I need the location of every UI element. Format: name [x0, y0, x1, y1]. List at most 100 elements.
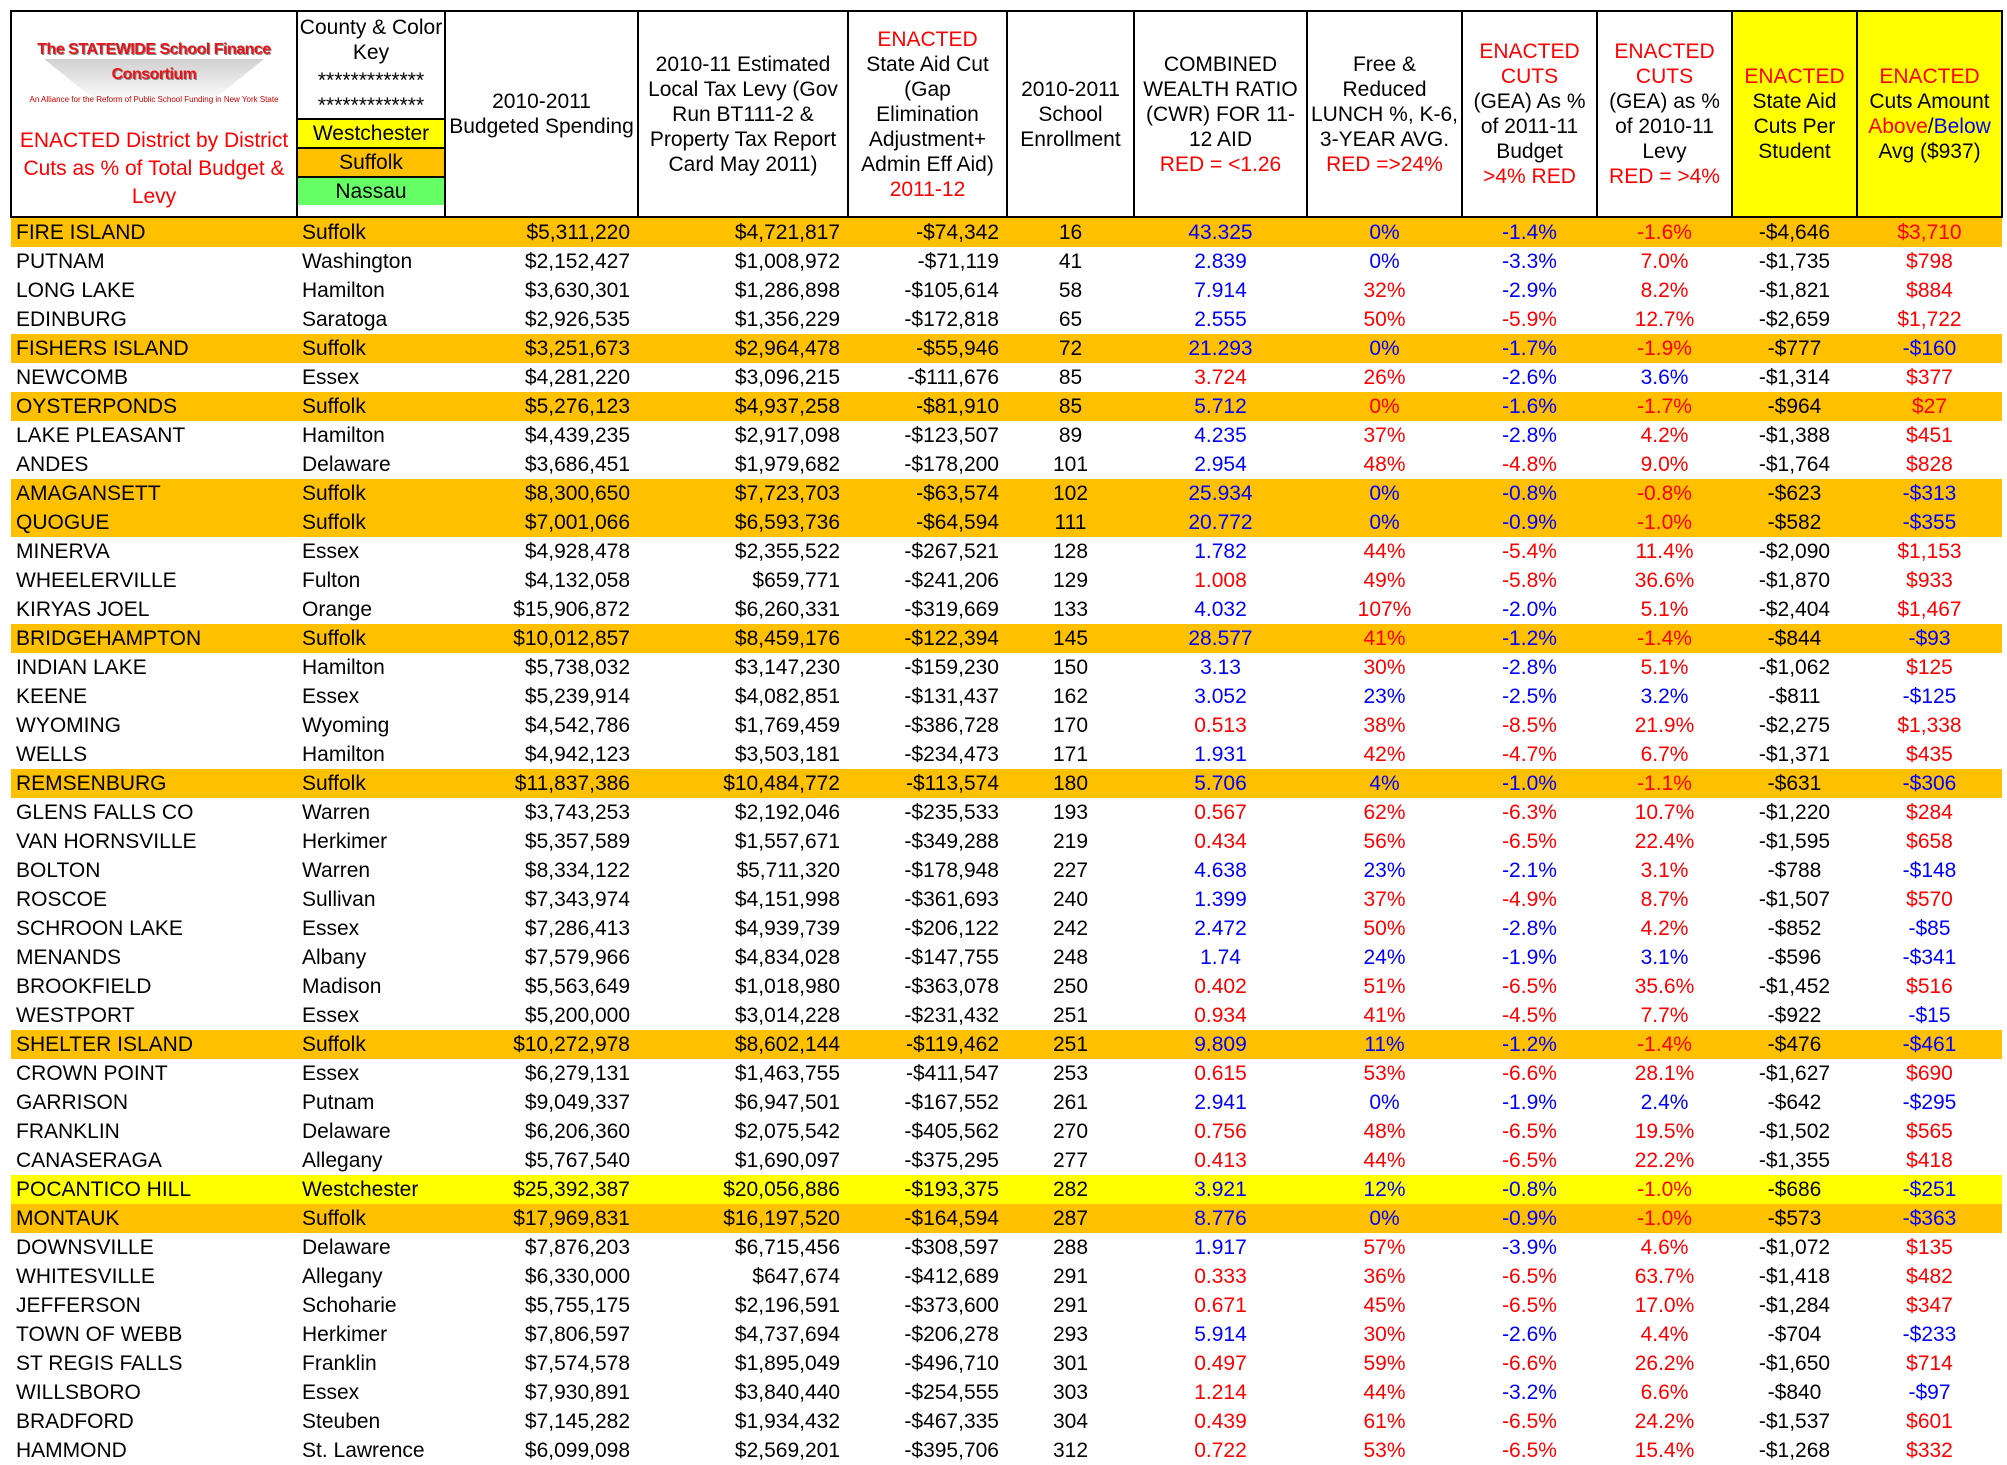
table-row: BROOKFIELD Madison $5,563,649 $1,018,980 -$3… [11, 972, 2002, 1001]
table-cell: -$15 [1908, 1004, 1951, 1027]
column-header: ENACTED CUTS (GEA) As % of 2011-11 Budget… [1461, 10, 1598, 218]
table-cell: 171 [1052, 743, 1089, 766]
table-row: ROSCOE Sullivan $7,343,974 $4,151,998 -$361,… [11, 885, 2002, 914]
table-cell: 56% [1363, 830, 1406, 853]
header-text: Below [1933, 115, 1991, 138]
table-row: SHELTER ISLAND Suffolk $10,272,978 $8,602,1… [11, 1030, 2002, 1059]
table-cell: 41% [1363, 1004, 1406, 1027]
header-text: ENACTED [877, 27, 978, 51]
table-cell: 4.2% [1640, 917, 1689, 940]
table-cell: Suffolk [302, 511, 366, 534]
table-cell: -2.8% [1502, 917, 1557, 940]
table-cell: -1.4% [1637, 627, 1692, 650]
finance-table: The STATEWIDE School Finance Consortium … [10, 10, 2003, 1465]
table-cell: 288 [1052, 1236, 1089, 1259]
table-cell: 85 [1058, 395, 1083, 418]
header-text: / [1927, 115, 1934, 138]
table-cell: -$1,507 [1758, 888, 1831, 911]
table-cell: -6.5% [1502, 830, 1557, 853]
table-cell: MONTAUK [16, 1207, 120, 1230]
table-row: PUTNAM Washington $2,152,427 $1,008,972 -$71… [11, 247, 2002, 276]
table-cell: 250 [1052, 975, 1089, 998]
table-cell: -$308,597 [904, 1236, 999, 1259]
table-cell: -$355 [1902, 511, 1957, 534]
table-cell: Allegany [302, 1265, 383, 1288]
table-cell: 0.615 [1194, 1062, 1247, 1085]
table-cell: -1.9% [1637, 337, 1692, 360]
table-row: WESTPORT Essex $5,200,000 $3,014,228 -$231,4… [11, 1001, 2002, 1030]
table-cell: 36.6% [1634, 569, 1695, 592]
column-header: COMBINED WEALTH RATIO (CWR) FOR 11-12 AI… [1133, 10, 1308, 218]
table-cell: Franklin [302, 1352, 377, 1375]
table-cell: $5,738,032 [524, 656, 630, 679]
header-text: RED = <1.26 [1159, 152, 1282, 176]
table-cell: 10.7% [1634, 801, 1695, 824]
table-cell: Fulton [302, 569, 361, 592]
table-cell: -$596 [1767, 946, 1822, 969]
table-cell: 0% [1369, 221, 1400, 244]
table-cell: -$1,627 [1758, 1062, 1831, 1085]
table-cell: -$476 [1767, 1033, 1822, 1056]
table-cell: 303 [1052, 1381, 1089, 1404]
table-cell: -1.0% [1637, 511, 1692, 534]
table-cell: -1.0% [1502, 772, 1557, 795]
table-cell: -$193,375 [904, 1178, 999, 1201]
table-cell: -3.2% [1502, 1381, 1557, 1404]
table-cell: FIRE ISLAND [16, 221, 146, 244]
table-cell: -$777 [1767, 337, 1822, 360]
table-cell: 0.756 [1194, 1120, 1247, 1143]
table-cell: 21.293 [1188, 337, 1253, 360]
table-cell: 3.6% [1640, 366, 1689, 389]
column-header: ENACTED CUTS (GEA) as % of 2010-11 Levy RE… [1596, 10, 1733, 218]
table-row: JEFFERSON Schoharie $5,755,175 $2,196,591 -$… [11, 1291, 2002, 1320]
table-cell: Albany [302, 946, 367, 969]
table-cell: -$74,342 [916, 221, 999, 244]
table-cell: -$233 [1902, 1323, 1957, 1346]
table-cell: 0.671 [1194, 1294, 1247, 1317]
table-cell: $5,767,540 [524, 1149, 630, 1172]
table-cell: 3.2% [1640, 685, 1689, 708]
table-cell: -$1,072 [1758, 1236, 1831, 1259]
table-cell: -$373,600 [904, 1294, 999, 1317]
table-cell: PUTNAM [16, 250, 105, 273]
table-cell: $4,834,028 [734, 946, 840, 969]
table-cell: 2.954 [1194, 453, 1247, 476]
table-cell: Suffolk [302, 1207, 366, 1230]
table-cell: Delaware [302, 1236, 391, 1259]
table-cell: BRADFORD [16, 1410, 134, 1433]
caption: ENACTED District by District Cuts as % o… [19, 129, 289, 208]
key-cell: County & Color Key ************* *******… [296, 10, 446, 218]
table-cell: -$405,562 [904, 1120, 999, 1143]
table-cell: 4.6% [1640, 1236, 1689, 1259]
table-row: ANDES Delaware $3,686,451 $1,979,682 -$178,2… [11, 450, 2002, 479]
table-cell: $3,743,253 [524, 801, 630, 824]
table-cell: $10,484,772 [723, 772, 840, 795]
table-cell: -6.5% [1502, 1265, 1557, 1288]
table-cell: $7,343,974 [524, 888, 630, 911]
table-cell: Warren [302, 859, 371, 882]
table-cell: -0.9% [1502, 1207, 1557, 1230]
table-cell: -$105,614 [904, 279, 999, 302]
table-cell: $1,153 [1897, 540, 1962, 563]
table-cell: -$55,946 [916, 337, 999, 360]
table-cell: -$582 [1767, 511, 1822, 534]
table-cell: -$206,122 [904, 917, 999, 940]
table-cell: 49% [1363, 569, 1406, 592]
table-cell: $6,947,501 [734, 1091, 840, 1114]
table-cell: -4.9% [1502, 888, 1557, 911]
table-cell: -$631 [1767, 772, 1822, 795]
table-cell: -$1,452 [1758, 975, 1831, 998]
table-cell: BOLTON [16, 859, 101, 882]
table-cell: -$63,574 [916, 482, 999, 505]
table-cell: MENANDS [16, 946, 122, 969]
table-cell: -$1,371 [1758, 743, 1831, 766]
table-cell: 41 [1058, 250, 1083, 273]
table-cell: 30% [1363, 656, 1406, 679]
table-cell: -$1,388 [1758, 424, 1831, 447]
table-cell: 4.2% [1640, 424, 1689, 447]
table-cell: -$231,432 [904, 1004, 999, 1027]
table-cell: 32% [1363, 279, 1406, 302]
table-cell: WELLS [16, 743, 88, 766]
table-cell: 0% [1369, 250, 1400, 273]
table-cell: -$375,295 [904, 1149, 999, 1172]
